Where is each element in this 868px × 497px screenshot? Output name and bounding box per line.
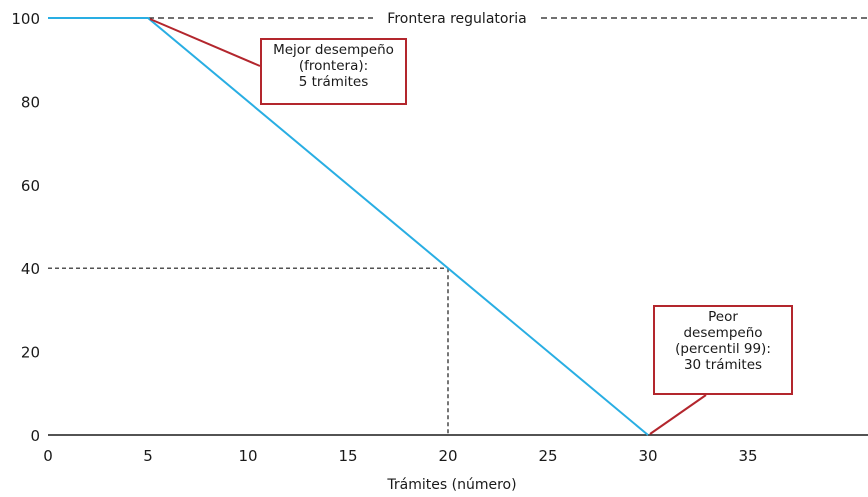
y-tick-labels: 0 20 40 60 80 100 [11, 10, 40, 445]
series-line-group [48, 17, 649, 436]
callout-leaders [149, 18, 707, 435]
y-tick-label: 80 [21, 93, 40, 111]
x-tick-label: 35 [738, 447, 757, 465]
y-tick-label: 40 [21, 260, 40, 278]
callout-best-line-1: Mejor desempeño [273, 42, 394, 58]
guide-lines [48, 267, 449, 435]
series-line [48, 17, 649, 436]
y-tick-label: 100 [11, 10, 40, 28]
x-tick-label: 0 [43, 447, 53, 465]
y-tick-label: 0 [30, 427, 40, 445]
callout-worst-line-1: Peor [708, 309, 738, 325]
callout-best-performance: Mejor desempeño (frontera): 5 trámites [260, 38, 407, 105]
x-tick-label: 10 [238, 447, 257, 465]
leader-best [149, 18, 261, 67]
x-tick-label: 25 [538, 447, 557, 465]
frontier-label: Frontera regulatoria [387, 11, 526, 27]
callout-worst-line-3: (percentil 99): [675, 341, 771, 357]
x-tick-label: 15 [338, 447, 357, 465]
y-tick-label: 20 [21, 344, 40, 362]
x-axis-label: Trámites (número) [386, 477, 516, 493]
leader-worst [649, 394, 707, 435]
frontier-line: Frontera regulatoria [48, 11, 868, 27]
x-tick-labels: 0 5 10 15 20 25 30 35 [43, 447, 757, 465]
callout-best-line-3: 5 trámites [298, 74, 369, 90]
callout-worst-line-4: 30 trámites [683, 357, 763, 373]
callout-best-line-2: (frontera): [298, 58, 369, 74]
x-tick-label: 30 [638, 447, 657, 465]
x-tick-label: 5 [143, 447, 153, 465]
y-tick-label: 60 [21, 177, 40, 195]
x-tick-label: 20 [438, 447, 457, 465]
callout-worst-performance: Peor desempeño (percentil 99): 30 trámit… [653, 305, 793, 395]
callout-worst-line-2: desempeño [683, 325, 763, 341]
